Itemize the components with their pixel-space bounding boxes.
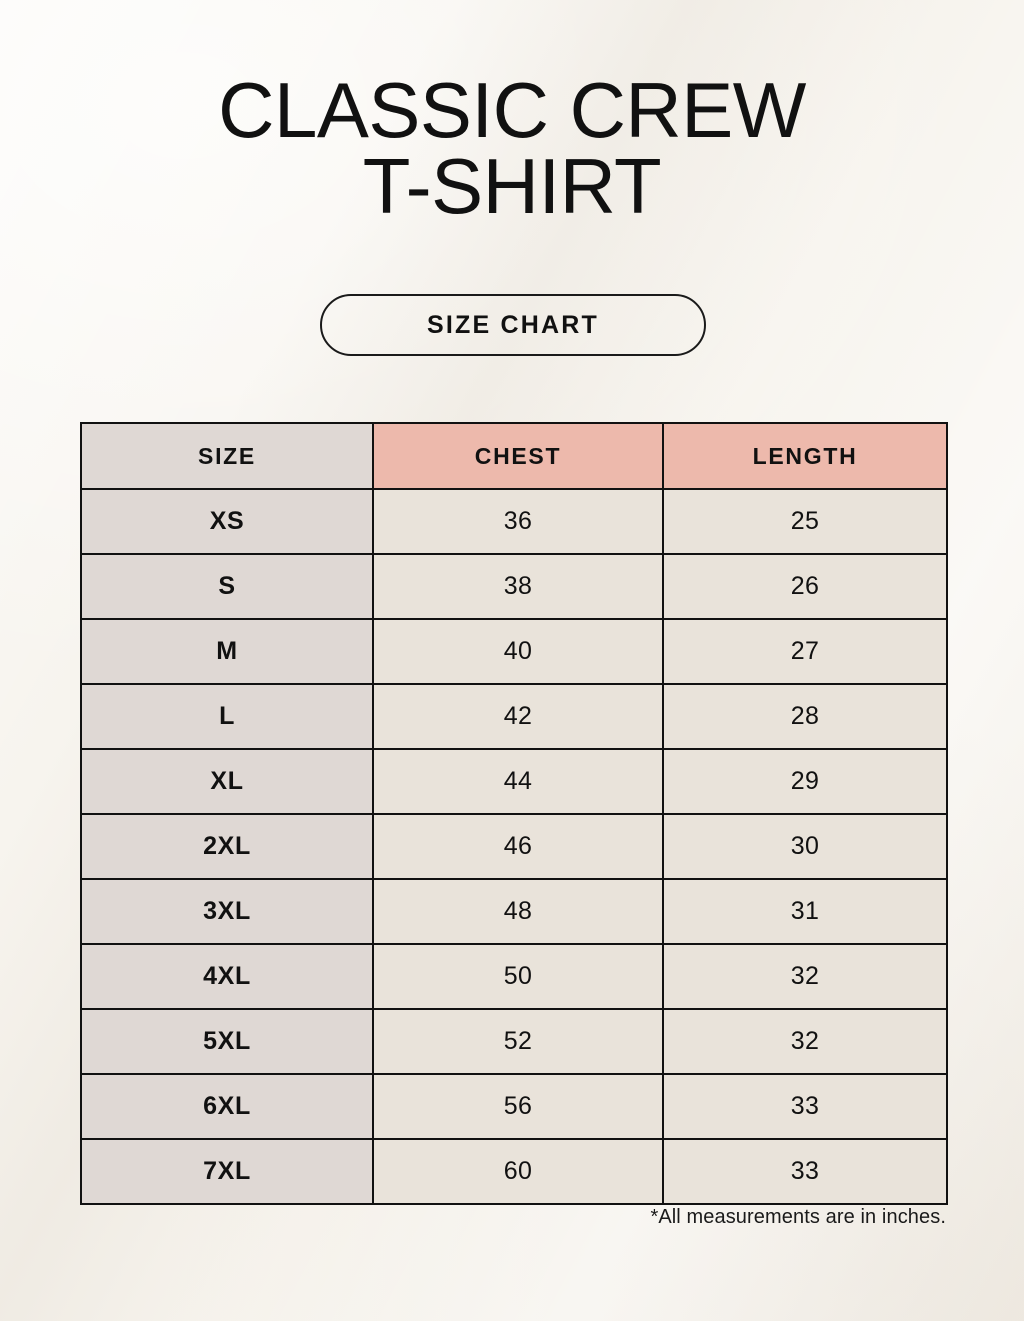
table-row: M 40 27 <box>80 618 948 685</box>
table-row: XS 36 25 <box>80 488 948 555</box>
cell-chest: 38 <box>372 553 664 620</box>
table-row: L 42 28 <box>80 683 948 750</box>
table-row: 7XL 60 33 <box>80 1138 948 1205</box>
cell-size: L <box>80 683 374 750</box>
table-row: 2XL 46 30 <box>80 813 948 880</box>
cell-chest: 40 <box>372 618 664 685</box>
cell-length: 32 <box>662 943 948 1010</box>
table-body: XS 36 25 S 38 26 M 40 27 L 42 28 XL 44 <box>80 488 948 1205</box>
cell-length: 30 <box>662 813 948 880</box>
cell-length: 26 <box>662 553 948 620</box>
cell-size: 5XL <box>80 1008 374 1075</box>
cell-chest: 50 <box>372 943 664 1010</box>
cell-size: S <box>80 553 374 620</box>
cell-size: 7XL <box>80 1138 374 1205</box>
cell-chest: 42 <box>372 683 664 750</box>
cell-length: 25 <box>662 488 948 555</box>
size-chart-table: SIZE CHEST LENGTH XS 36 25 S 38 26 M 40 … <box>80 422 948 1205</box>
cell-size: 4XL <box>80 943 374 1010</box>
cell-size: 3XL <box>80 878 374 945</box>
cell-length: 33 <box>662 1138 948 1205</box>
size-chart-badge: SIZE CHART <box>320 294 706 356</box>
table-row: 4XL 50 32 <box>80 943 948 1010</box>
cell-size: 6XL <box>80 1073 374 1140</box>
cell-chest: 44 <box>372 748 664 815</box>
cell-chest: 48 <box>372 878 664 945</box>
size-chart-badge-label: SIZE CHART <box>427 310 599 339</box>
column-header-chest: CHEST <box>372 422 664 490</box>
table-header-row: SIZE CHEST LENGTH <box>80 422 948 490</box>
table-row: XL 44 29 <box>80 748 948 815</box>
table-row: 5XL 52 32 <box>80 1008 948 1075</box>
table-header: SIZE CHEST LENGTH <box>80 422 948 490</box>
cell-chest: 60 <box>372 1138 664 1205</box>
cell-size: XS <box>80 488 374 555</box>
cell-length: 31 <box>662 878 948 945</box>
cell-chest: 56 <box>372 1073 664 1140</box>
cell-size: 2XL <box>80 813 374 880</box>
page-title: CLASSIC CREW T-SHIRT <box>218 66 806 230</box>
table-row: 6XL 56 33 <box>80 1073 948 1140</box>
cell-chest: 36 <box>372 488 664 555</box>
cell-length: 32 <box>662 1008 948 1075</box>
cell-chest: 52 <box>372 1008 664 1075</box>
column-header-size: SIZE <box>80 422 374 490</box>
measurements-footnote: *All measurements are in inches. <box>650 1206 946 1228</box>
cell-length: 27 <box>662 618 948 685</box>
table-row: S 38 26 <box>80 553 948 620</box>
table-row: 3XL 48 31 <box>80 878 948 945</box>
cell-length: 29 <box>662 748 948 815</box>
cell-size: M <box>80 618 374 685</box>
cell-length: 28 <box>662 683 948 750</box>
cell-size: XL <box>80 748 374 815</box>
column-header-length: LENGTH <box>662 422 948 490</box>
cell-length: 33 <box>662 1073 948 1140</box>
cell-chest: 46 <box>372 813 664 880</box>
